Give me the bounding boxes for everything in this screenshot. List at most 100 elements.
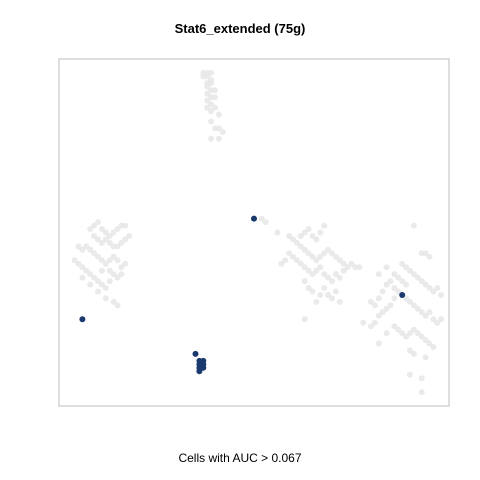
background-point bbox=[325, 292, 332, 298]
background-points bbox=[71, 69, 445, 396]
background-point bbox=[102, 285, 109, 291]
background-point bbox=[262, 219, 269, 226]
background-point bbox=[212, 87, 218, 94]
background-point bbox=[375, 312, 382, 319]
background-point bbox=[286, 233, 293, 239]
background-point bbox=[215, 125, 222, 132]
background-point bbox=[434, 285, 441, 291]
background-point bbox=[301, 278, 308, 285]
background-point bbox=[122, 236, 129, 243]
background-point bbox=[426, 340, 433, 347]
background-point bbox=[395, 326, 402, 333]
background-point bbox=[321, 285, 328, 291]
background-point bbox=[118, 239, 125, 246]
background-point bbox=[114, 257, 121, 264]
background-point bbox=[118, 264, 125, 271]
background-point bbox=[212, 94, 218, 101]
background-point bbox=[422, 250, 429, 257]
background-point bbox=[317, 292, 324, 298]
background-point bbox=[410, 302, 417, 309]
background-point bbox=[98, 239, 105, 246]
background-point bbox=[87, 246, 94, 253]
background-point bbox=[379, 288, 386, 295]
background-point bbox=[391, 285, 398, 291]
background-point bbox=[321, 222, 328, 229]
background-point bbox=[383, 330, 390, 337]
background-point bbox=[368, 323, 374, 330]
background-point bbox=[430, 288, 437, 295]
background-point bbox=[309, 271, 316, 278]
background-point bbox=[204, 90, 211, 97]
background-point bbox=[95, 253, 101, 260]
background-point bbox=[305, 285, 312, 291]
background-point bbox=[438, 292, 445, 298]
background-point bbox=[95, 219, 101, 226]
background-point bbox=[71, 257, 78, 264]
background-point bbox=[329, 278, 335, 285]
background-point bbox=[313, 257, 320, 264]
background-point bbox=[106, 233, 113, 239]
background-point bbox=[110, 271, 117, 278]
background-point bbox=[106, 267, 113, 274]
background-point bbox=[91, 233, 98, 239]
background-point bbox=[418, 333, 425, 340]
background-point bbox=[208, 135, 215, 142]
background-point bbox=[204, 83, 211, 90]
background-point bbox=[87, 281, 94, 288]
background-point bbox=[321, 250, 328, 257]
background-point bbox=[399, 330, 406, 337]
background-point bbox=[102, 236, 109, 243]
background-point bbox=[297, 260, 304, 267]
background-point bbox=[110, 298, 117, 305]
background-point bbox=[219, 128, 226, 135]
background-point bbox=[422, 312, 429, 319]
background-point bbox=[79, 264, 86, 271]
background-point bbox=[321, 271, 328, 278]
background-point bbox=[114, 302, 121, 309]
background-point bbox=[336, 257, 343, 264]
background-point bbox=[106, 239, 113, 246]
highlighted-points bbox=[79, 215, 406, 375]
background-point bbox=[325, 246, 332, 253]
background-point bbox=[387, 278, 394, 285]
background-point bbox=[301, 246, 308, 253]
background-point bbox=[215, 111, 222, 118]
background-point bbox=[418, 389, 425, 396]
background-point bbox=[293, 257, 300, 264]
background-point bbox=[383, 264, 390, 271]
background-point bbox=[98, 226, 105, 232]
background-point bbox=[371, 302, 378, 309]
background-point bbox=[414, 305, 421, 312]
background-point bbox=[403, 333, 410, 340]
background-point bbox=[410, 326, 417, 333]
background-point bbox=[87, 226, 94, 232]
background-point bbox=[98, 257, 105, 264]
background-point bbox=[122, 260, 129, 267]
background-point bbox=[422, 354, 429, 361]
background-point bbox=[305, 250, 312, 257]
background-point bbox=[391, 295, 398, 302]
background-point bbox=[407, 347, 413, 354]
background-point bbox=[391, 271, 398, 278]
background-point bbox=[336, 274, 343, 281]
background-point bbox=[383, 305, 390, 312]
background-point bbox=[297, 233, 304, 239]
background-point bbox=[313, 298, 320, 305]
background-point bbox=[102, 295, 109, 302]
background-point bbox=[410, 271, 417, 278]
highlighted-point bbox=[251, 215, 257, 222]
background-point bbox=[91, 250, 98, 257]
background-point bbox=[407, 330, 413, 337]
chart-title: Stat6_extended (75g) bbox=[174, 21, 306, 36]
background-point bbox=[114, 226, 121, 232]
background-point bbox=[348, 260, 355, 267]
background-point bbox=[317, 264, 324, 271]
background-point bbox=[317, 229, 324, 236]
background-point bbox=[317, 253, 324, 260]
background-point bbox=[426, 309, 433, 316]
background-point bbox=[274, 229, 281, 236]
background-point bbox=[407, 267, 413, 274]
background-point bbox=[340, 260, 347, 267]
background-point bbox=[391, 323, 398, 330]
